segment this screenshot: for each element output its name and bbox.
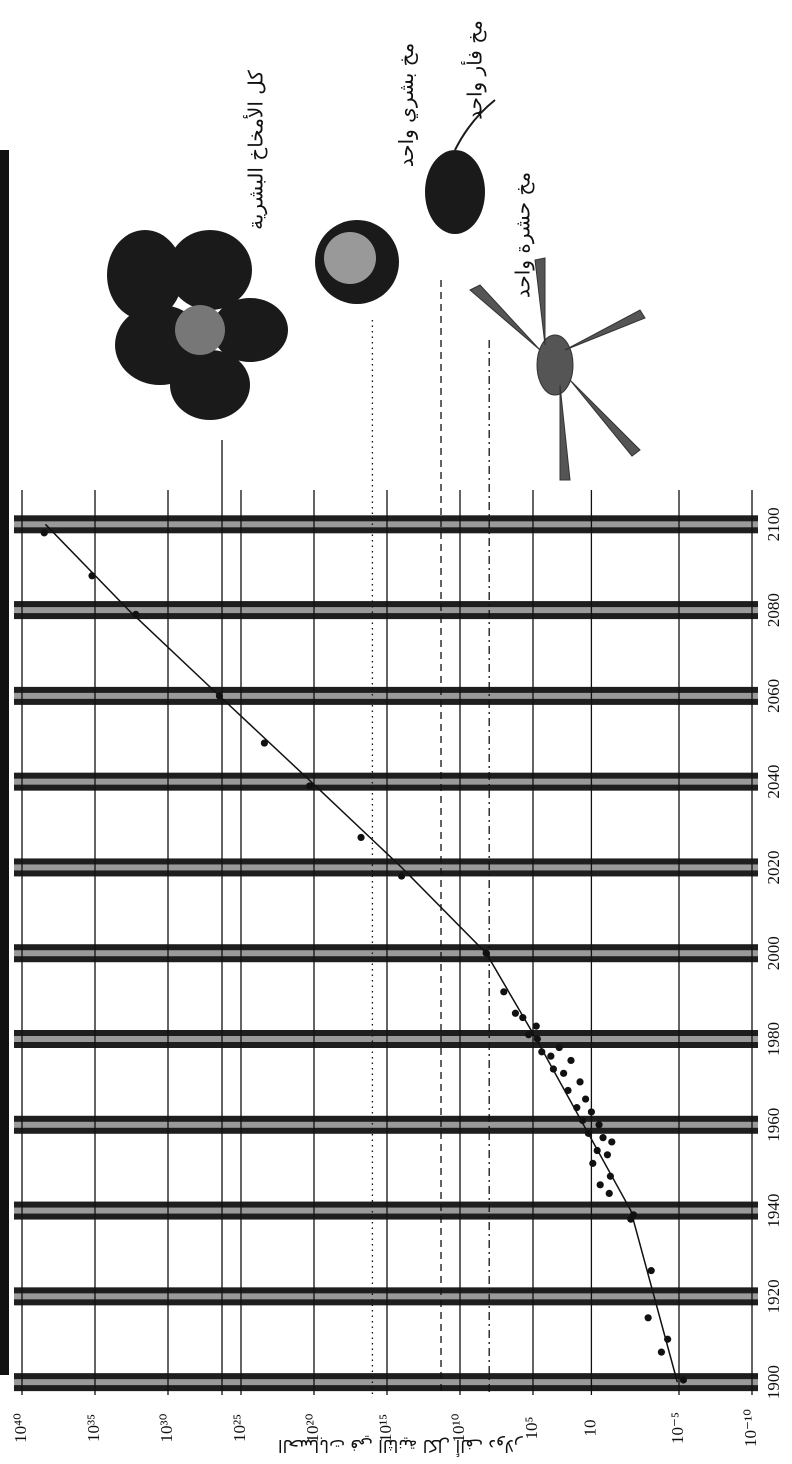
data-point: [547, 1053, 554, 1060]
data-point: [680, 1376, 687, 1383]
chart: 1900 1920 1940 1960 1980 2000 2020 2040 2060 2080…: [0, 0, 792, 1464]
x-tick-label: 2020: [764, 850, 783, 884]
y-tick-label: 10³⁵: [84, 1414, 103, 1442]
y-tick-label: 10⁵: [522, 1416, 541, 1439]
year-band-core: [14, 1293, 758, 1299]
data-point: [597, 1181, 604, 1188]
reference-label: مخ حشرة واحد: [511, 172, 535, 298]
data-point: [556, 1044, 563, 1051]
year-band-core: [14, 521, 758, 527]
year-band-core: [14, 950, 758, 956]
data-point: [41, 529, 48, 536]
data-point: [608, 1138, 615, 1145]
x-tick-label: 2080: [764, 593, 783, 627]
data-point: [582, 1095, 589, 1102]
year-band-core: [14, 864, 758, 870]
data-point: [645, 1314, 652, 1321]
reference-label: مخ بشري واحد: [394, 43, 419, 168]
reference-label: كل الأمخاخ البشرية: [244, 70, 268, 230]
x-tick-label: 1960: [764, 1108, 783, 1142]
x-tick-label: 2000: [764, 936, 783, 970]
year-band-core: [14, 1208, 758, 1214]
y-tick-label: 10²⁵: [230, 1414, 249, 1442]
x-tick-label: 1900: [764, 1365, 783, 1399]
data-point: [599, 1134, 606, 1141]
insect-illustration: [470, 258, 645, 480]
page-edge: [0, 150, 9, 1375]
year-band-core: [14, 1379, 758, 1385]
data-point: [567, 1057, 574, 1064]
year-band-core: [14, 779, 758, 785]
data-point: [606, 1190, 613, 1197]
reference-label: مخ فأر واحد: [461, 20, 487, 120]
data-point: [560, 1070, 567, 1077]
y-tick-label: 10: [580, 1420, 599, 1437]
human-brain-illustration: [315, 220, 399, 304]
y-axis-title: الحسابات في الثانية لكل ألف دولار: [278, 1435, 523, 1457]
data-point: [658, 1349, 665, 1356]
year-band-core: [14, 1036, 758, 1042]
page: {"chart_data": { "type": "scatter", "yla…: [0, 0, 792, 1464]
data-point: [357, 834, 364, 841]
brains-illustration: [107, 230, 288, 420]
y-tick-label: 10⁴⁰: [11, 1413, 30, 1443]
data-point: [604, 1151, 611, 1158]
data-point: [398, 872, 405, 879]
year-band-core: [14, 693, 758, 699]
data-point: [576, 1078, 583, 1085]
x-tick-label: 1980: [764, 1022, 783, 1056]
x-tick-label: 1940: [764, 1194, 783, 1228]
x-tick-label: 2100: [764, 507, 783, 541]
data-point: [533, 1023, 540, 1030]
data-point: [500, 988, 507, 995]
data-point: [512, 1010, 519, 1017]
data-point: [648, 1267, 655, 1274]
y-tick-label: 10³⁰: [157, 1413, 176, 1442]
data-point: [589, 1160, 596, 1167]
data-point: [588, 1108, 595, 1115]
x-tick-label: 2060: [764, 679, 783, 713]
x-tick-label: 1920: [764, 1279, 783, 1313]
y-tick-label: 10⁻⁵: [668, 1412, 687, 1444]
data-point: [595, 1121, 602, 1128]
data-point: [525, 1031, 532, 1038]
y-tick-label: 10⁻¹⁰: [741, 1409, 760, 1447]
year-band-core: [14, 1122, 758, 1128]
x-tick-label: 2040: [764, 765, 783, 799]
